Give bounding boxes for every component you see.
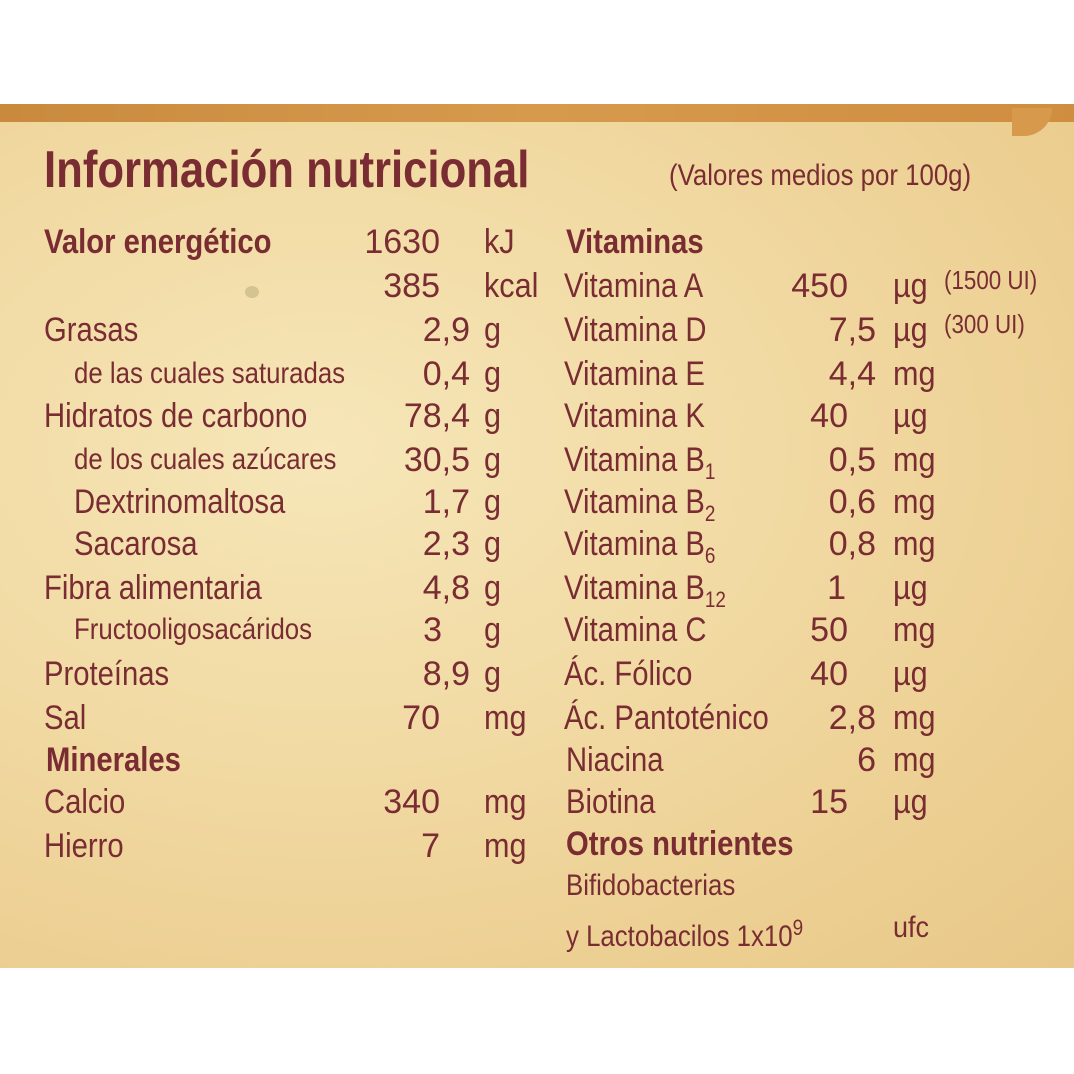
nutrient-value: 3 [423, 611, 442, 649]
nutrient-value: 8,9 [422, 655, 470, 693]
vitamin-label: Niacina [566, 741, 664, 779]
nutrient-unit: g [484, 441, 502, 479]
nutrient-value: 2,3 [422, 525, 470, 563]
vitamin-value: 40 [810, 397, 848, 435]
vitamin-value: 0,5 [828, 441, 876, 479]
others-line-2: y Lactobacilos 1x109 [566, 915, 804, 953]
nutrient-value: 70 [402, 699, 440, 737]
nutrient-label: Sacarosa [74, 525, 198, 563]
page-title: Información nutricional [44, 141, 530, 199]
vitamin-unit: mg [893, 611, 936, 649]
vitamin-label: Vitamina K [564, 397, 705, 435]
vitamin-unit: mg [893, 483, 936, 521]
energy-kj-value: 1630 [364, 223, 440, 261]
mineral-unit: mg [484, 827, 527, 865]
vitamin-label: Vitamina C [564, 611, 707, 649]
vitamin-label: Biotina [566, 783, 656, 821]
nutrient-value: 30,5 [403, 441, 470, 479]
nutrient-label: Hidratos de carbono [44, 397, 308, 435]
vitamin-label: Ác. Fólico [564, 655, 693, 693]
nutrient-value: 78,4 [403, 397, 470, 435]
vitamin-value: 1 [827, 569, 846, 607]
vitamin-ui: (1500 UI) [944, 265, 1038, 295]
nutrient-value: 1,7 [422, 483, 470, 521]
energy-kcal-unit: kcal [484, 267, 539, 305]
vitamin-unit: µg [893, 267, 928, 305]
vitamin-unit: mg [893, 699, 936, 737]
others-line-1: Bifidobacterias [566, 869, 736, 902]
nutrient-label: Proteínas [44, 655, 170, 693]
nutrient-unit: g [484, 569, 502, 607]
nutrient-label: Fructooligosacáridos [74, 613, 313, 646]
vitamin-unit: µg [893, 311, 928, 349]
nutrient-label: Sal [44, 699, 87, 737]
nutrient-label: Dextrinomaltosa [74, 483, 286, 521]
energy-kcal-value: 385 [383, 267, 440, 305]
mineral-value: 340 [383, 783, 440, 821]
vitamins-heading: Vitaminas [566, 223, 704, 261]
nutrient-label: Fibra alimentaria [44, 569, 262, 607]
nutrient-unit: g [484, 525, 502, 563]
nutrient-unit: mg [484, 699, 527, 737]
vitamin-label: Vitamina B2 [564, 483, 716, 526]
vitamin-value: 50 [810, 611, 848, 649]
vitamin-label: Vitamina A [564, 267, 704, 305]
vitamin-label: Vitamina D [564, 311, 707, 349]
energy-kj-unit: kJ [484, 223, 515, 261]
mineral-unit: mg [484, 783, 527, 821]
vitamin-unit: mg [893, 525, 936, 563]
page-subtitle: (Valores medios por 100g) [669, 159, 972, 192]
nutrient-label: de las cuales saturadas [74, 357, 346, 390]
top-band [0, 104, 1074, 136]
mineral-value: 7 [421, 827, 440, 865]
nutrient-label: de los cuales azúcares [74, 443, 337, 476]
vitamin-value: 15 [810, 783, 848, 821]
vitamin-value: 0,6 [828, 483, 876, 521]
vitamin-value: 7,5 [828, 311, 876, 349]
nutrient-value: 2,9 [422, 311, 470, 349]
minerals-heading: Minerales [46, 741, 181, 779]
vitamin-value: 40 [810, 655, 848, 693]
vitamin-value: 0,8 [828, 525, 876, 563]
nutrient-value: 0,4 [422, 355, 470, 393]
vitamin-unit: mg [893, 741, 936, 779]
vitamin-unit: mg [893, 355, 936, 393]
others-heading: Otros nutrientes [566, 825, 794, 863]
print-spot [245, 286, 259, 298]
vitamin-label: Vitamina B12 [564, 569, 726, 612]
vitamin-label: Vitamina E [564, 355, 705, 393]
nutrient-unit: g [484, 483, 502, 521]
vitamin-label: Vitamina B6 [564, 525, 716, 568]
vitamin-unit: µg [893, 397, 928, 435]
energy-label: Valor energético [44, 223, 272, 261]
vitamin-unit: µg [893, 655, 928, 693]
vitamin-unit: mg [893, 441, 936, 479]
nutrient-value: 4,8 [422, 569, 470, 607]
vitamin-label: Ác. Pantoténico [564, 699, 769, 737]
vitamin-value: 2,8 [828, 699, 876, 737]
vitamin-unit: µg [893, 783, 928, 821]
vitamin-value: 4,4 [828, 355, 876, 393]
mineral-label: Calcio [44, 783, 126, 821]
others-unit: ufc [893, 911, 930, 944]
nutrient-unit: g [484, 355, 502, 393]
nutrient-unit: g [484, 397, 502, 435]
nutrition-panel: Información nutricional (Valores medios … [0, 104, 1074, 968]
vitamin-unit: µg [893, 569, 928, 607]
nutrient-unit: g [484, 311, 502, 349]
nutrient-unit: g [484, 611, 502, 649]
mineral-label: Hierro [44, 827, 124, 865]
nutrient-unit: g [484, 655, 502, 693]
nutrient-label: Grasas [44, 311, 139, 349]
vitamin-ui: (300 UI) [944, 309, 1025, 339]
vitamin-value: 6 [857, 741, 876, 779]
vitamin-label: Vitamina B1 [564, 441, 716, 484]
vitamin-value: 450 [791, 267, 848, 305]
